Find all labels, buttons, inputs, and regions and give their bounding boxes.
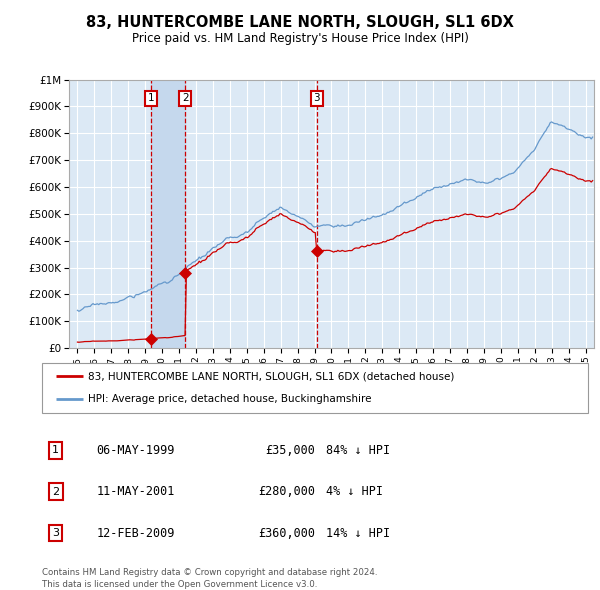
Text: Contains HM Land Registry data © Crown copyright and database right 2024.
This d: Contains HM Land Registry data © Crown c… <box>42 568 377 589</box>
Text: 11-MAY-2001: 11-MAY-2001 <box>97 485 175 499</box>
FancyBboxPatch shape <box>42 363 588 413</box>
Text: 06-MAY-1999: 06-MAY-1999 <box>97 444 175 457</box>
Bar <box>151 80 185 348</box>
Text: 4% ↓ HPI: 4% ↓ HPI <box>326 485 383 499</box>
Text: 1: 1 <box>52 445 59 455</box>
Text: 2: 2 <box>52 487 59 497</box>
Text: 3: 3 <box>52 528 59 538</box>
Text: £360,000: £360,000 <box>258 526 315 540</box>
Text: 83, HUNTERCOMBE LANE NORTH, SLOUGH, SL1 6DX: 83, HUNTERCOMBE LANE NORTH, SLOUGH, SL1 … <box>86 15 514 30</box>
Text: 1: 1 <box>148 93 154 103</box>
Text: £280,000: £280,000 <box>258 485 315 499</box>
Text: 83, HUNTERCOMBE LANE NORTH, SLOUGH, SL1 6DX (detached house): 83, HUNTERCOMBE LANE NORTH, SLOUGH, SL1 … <box>88 371 455 381</box>
Text: 14% ↓ HPI: 14% ↓ HPI <box>326 526 390 540</box>
Text: 12-FEB-2009: 12-FEB-2009 <box>97 526 175 540</box>
Text: £35,000: £35,000 <box>265 444 315 457</box>
Text: 2: 2 <box>182 93 188 103</box>
Text: 3: 3 <box>313 93 320 103</box>
Text: 84% ↓ HPI: 84% ↓ HPI <box>326 444 390 457</box>
Text: Price paid vs. HM Land Registry's House Price Index (HPI): Price paid vs. HM Land Registry's House … <box>131 32 469 45</box>
Text: HPI: Average price, detached house, Buckinghamshire: HPI: Average price, detached house, Buck… <box>88 395 372 405</box>
